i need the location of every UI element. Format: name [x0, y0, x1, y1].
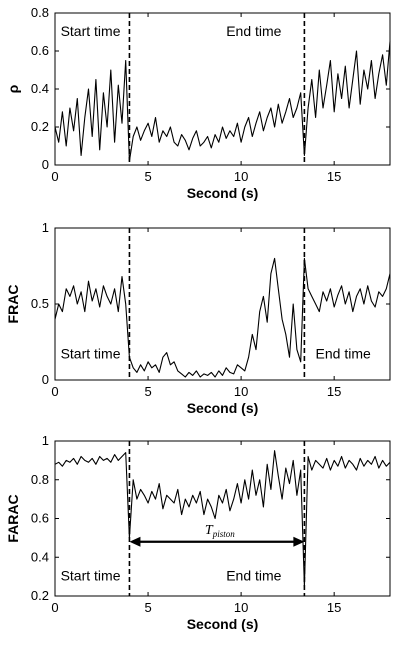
rho-y-tick-label: 0.4 [31, 81, 49, 96]
frac-x-tick-label: 15 [327, 384, 341, 399]
rho-y-tick-label: 0.8 [31, 5, 49, 20]
farac-start-time-label: Start time [61, 568, 121, 584]
farac-y-tick-label: 0.8 [31, 472, 49, 487]
rho-y-axis-label: ρ [5, 84, 21, 93]
frac-y-tick-label: 0 [42, 372, 49, 387]
farac-interval-arrow-head-left [129, 536, 141, 547]
frac-chart: 0 5 10 15 0 0.5 1 Second (s) FRAC Start time End t… [5, 220, 391, 416]
farac-y-axis-label: FARAC [5, 494, 21, 542]
farac-series-line [54, 450, 391, 587]
farac-interval-label: Tpiston [205, 523, 235, 539]
rho-y-tick-label: 0.2 [31, 119, 49, 134]
frac-series-line [54, 257, 391, 378]
rho-x-tick-label: 0 [51, 169, 58, 184]
rho-y-tick-label: 0 [42, 157, 49, 172]
rho-x-axis-label: Second (s) [187, 185, 259, 201]
frac-y-tick-label: 0.5 [31, 296, 49, 311]
frac-x-axis-label: Second (s) [187, 400, 259, 416]
farac-chart: 0 5 10 15 0.2 0.4 0.6 0.8 1 Second (s) FARAC Start … [5, 433, 391, 632]
farac-y-tick-label: 0.6 [31, 511, 49, 526]
farac-interval-label-main: T [205, 523, 214, 538]
frac-end-time-label: End time [316, 346, 371, 362]
frac-x-tick-label: 5 [144, 384, 151, 399]
farac-x-tick-label: 10 [234, 600, 248, 615]
farac-y-tick-label: 0.4 [31, 549, 49, 564]
frac-x-tick-label: 10 [234, 384, 248, 399]
farac-x-tick-label: 5 [144, 600, 151, 615]
rho-series-line [54, 41, 391, 162]
rho-end-time-label: End time [226, 23, 281, 39]
rho-x-tick-label: 5 [144, 169, 151, 184]
frac-y-tick-label: 1 [42, 220, 49, 235]
farac-x-tick-label: 15 [327, 600, 341, 615]
farac-y-tick-label: 1 [42, 433, 49, 448]
rho-x-tick-label: 10 [234, 169, 248, 184]
frac-start-time-label: Start time [61, 346, 121, 362]
rho-start-time-label: Start time [61, 23, 121, 39]
farac-x-tick-label: 0 [51, 600, 58, 615]
rho-x-tick-label: 15 [327, 169, 341, 184]
frac-x-tick-label: 0 [51, 384, 58, 399]
farac-interval-arrow-head-right [293, 536, 305, 547]
rho-y-tick-label: 0.6 [31, 43, 49, 58]
farac-y-tick-label: 0.2 [31, 588, 49, 603]
farac-x-axis-label: Second (s) [187, 616, 259, 632]
frac-y-axis-label: FRAC [5, 285, 21, 324]
farac-end-time-label: End time [226, 568, 281, 584]
farac-interval-label-sub: piston [212, 529, 236, 539]
rho-chart: 0 5 10 15 0 0.2 0.4 0.6 0.8 Second (s) ρ Start time… [5, 5, 391, 201]
